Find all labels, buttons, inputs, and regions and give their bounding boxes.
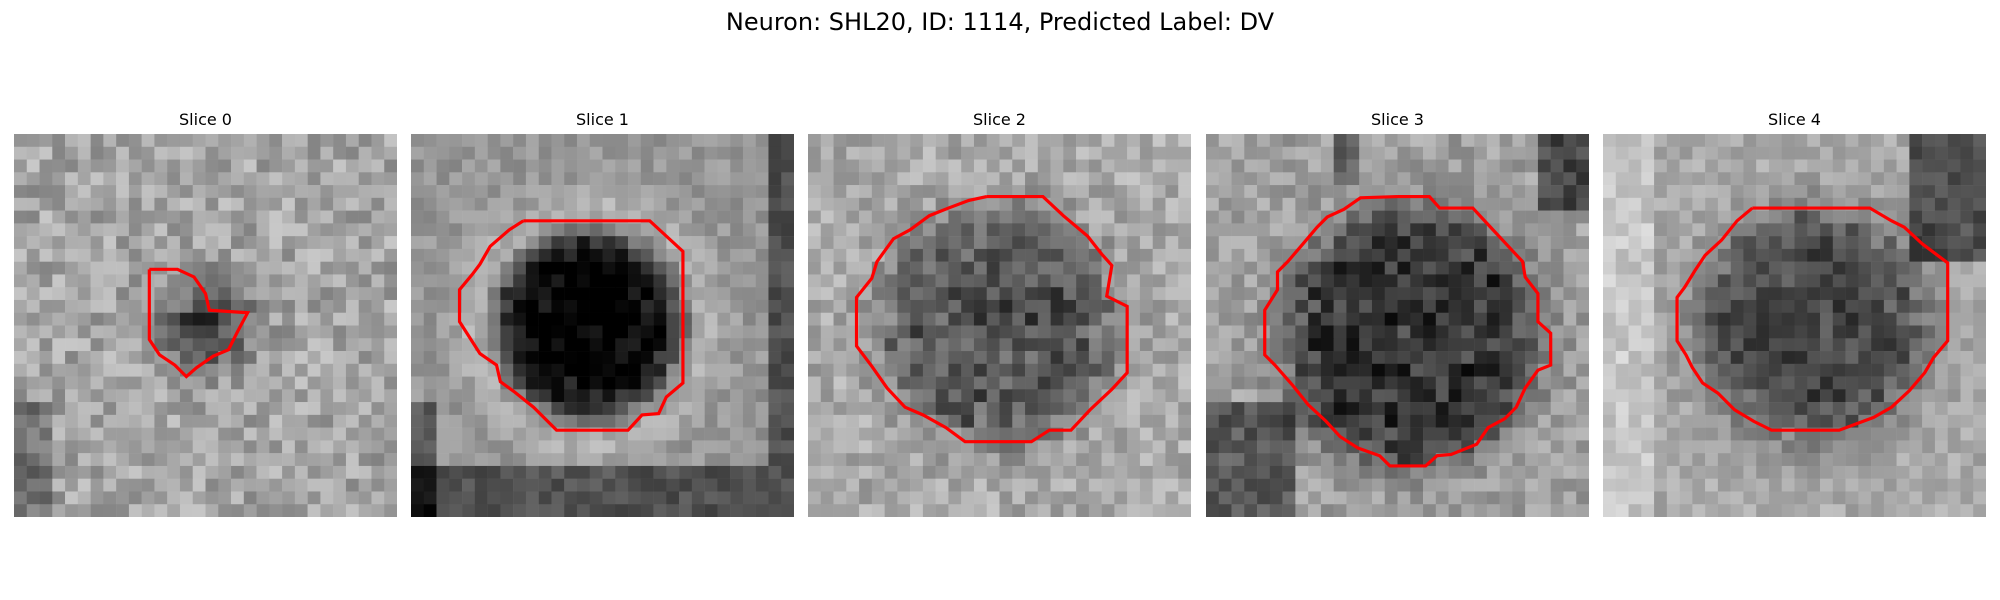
pixel-grid-4 <box>1603 134 1986 517</box>
slice-image-4 <box>1603 134 1986 517</box>
cell-contour-1 <box>457 219 685 432</box>
slice-panel-4: Slice 4 <box>1603 108 1986 517</box>
slice-panel-3: Slice 3 <box>1206 108 1589 517</box>
slice-title-0: Slice 0 <box>179 110 232 129</box>
slice-title-2: Slice 2 <box>973 110 1026 129</box>
slice-panel-2: Slice 2 <box>808 108 1191 517</box>
pixel-grid-2 <box>808 134 1191 517</box>
slice-image-0 <box>14 134 397 517</box>
slice-image-2 <box>808 134 1191 517</box>
cell-contour-0 <box>147 267 251 379</box>
pixel-grid-1 <box>411 134 794 517</box>
slice-title-4: Slice 4 <box>1768 110 1821 129</box>
cell-contour-4 <box>1675 206 1950 432</box>
slice-panel-1: Slice 1 <box>411 108 794 517</box>
pixel-grid-3 <box>1206 134 1589 517</box>
slice-image-3 <box>1206 134 1589 517</box>
slice-title-3: Slice 3 <box>1371 110 1424 129</box>
cell-contour-3 <box>1263 194 1553 468</box>
cell-contour-2 <box>854 194 1129 444</box>
slice-panel-0: Slice 0 <box>14 108 397 517</box>
figure-title: Neuron: SHL20, ID: 1114, Predicted Label… <box>725 8 1275 36</box>
slice-title-1: Slice 1 <box>576 110 629 129</box>
pixel-grid-0 <box>14 134 397 517</box>
slice-image-1 <box>411 134 794 517</box>
